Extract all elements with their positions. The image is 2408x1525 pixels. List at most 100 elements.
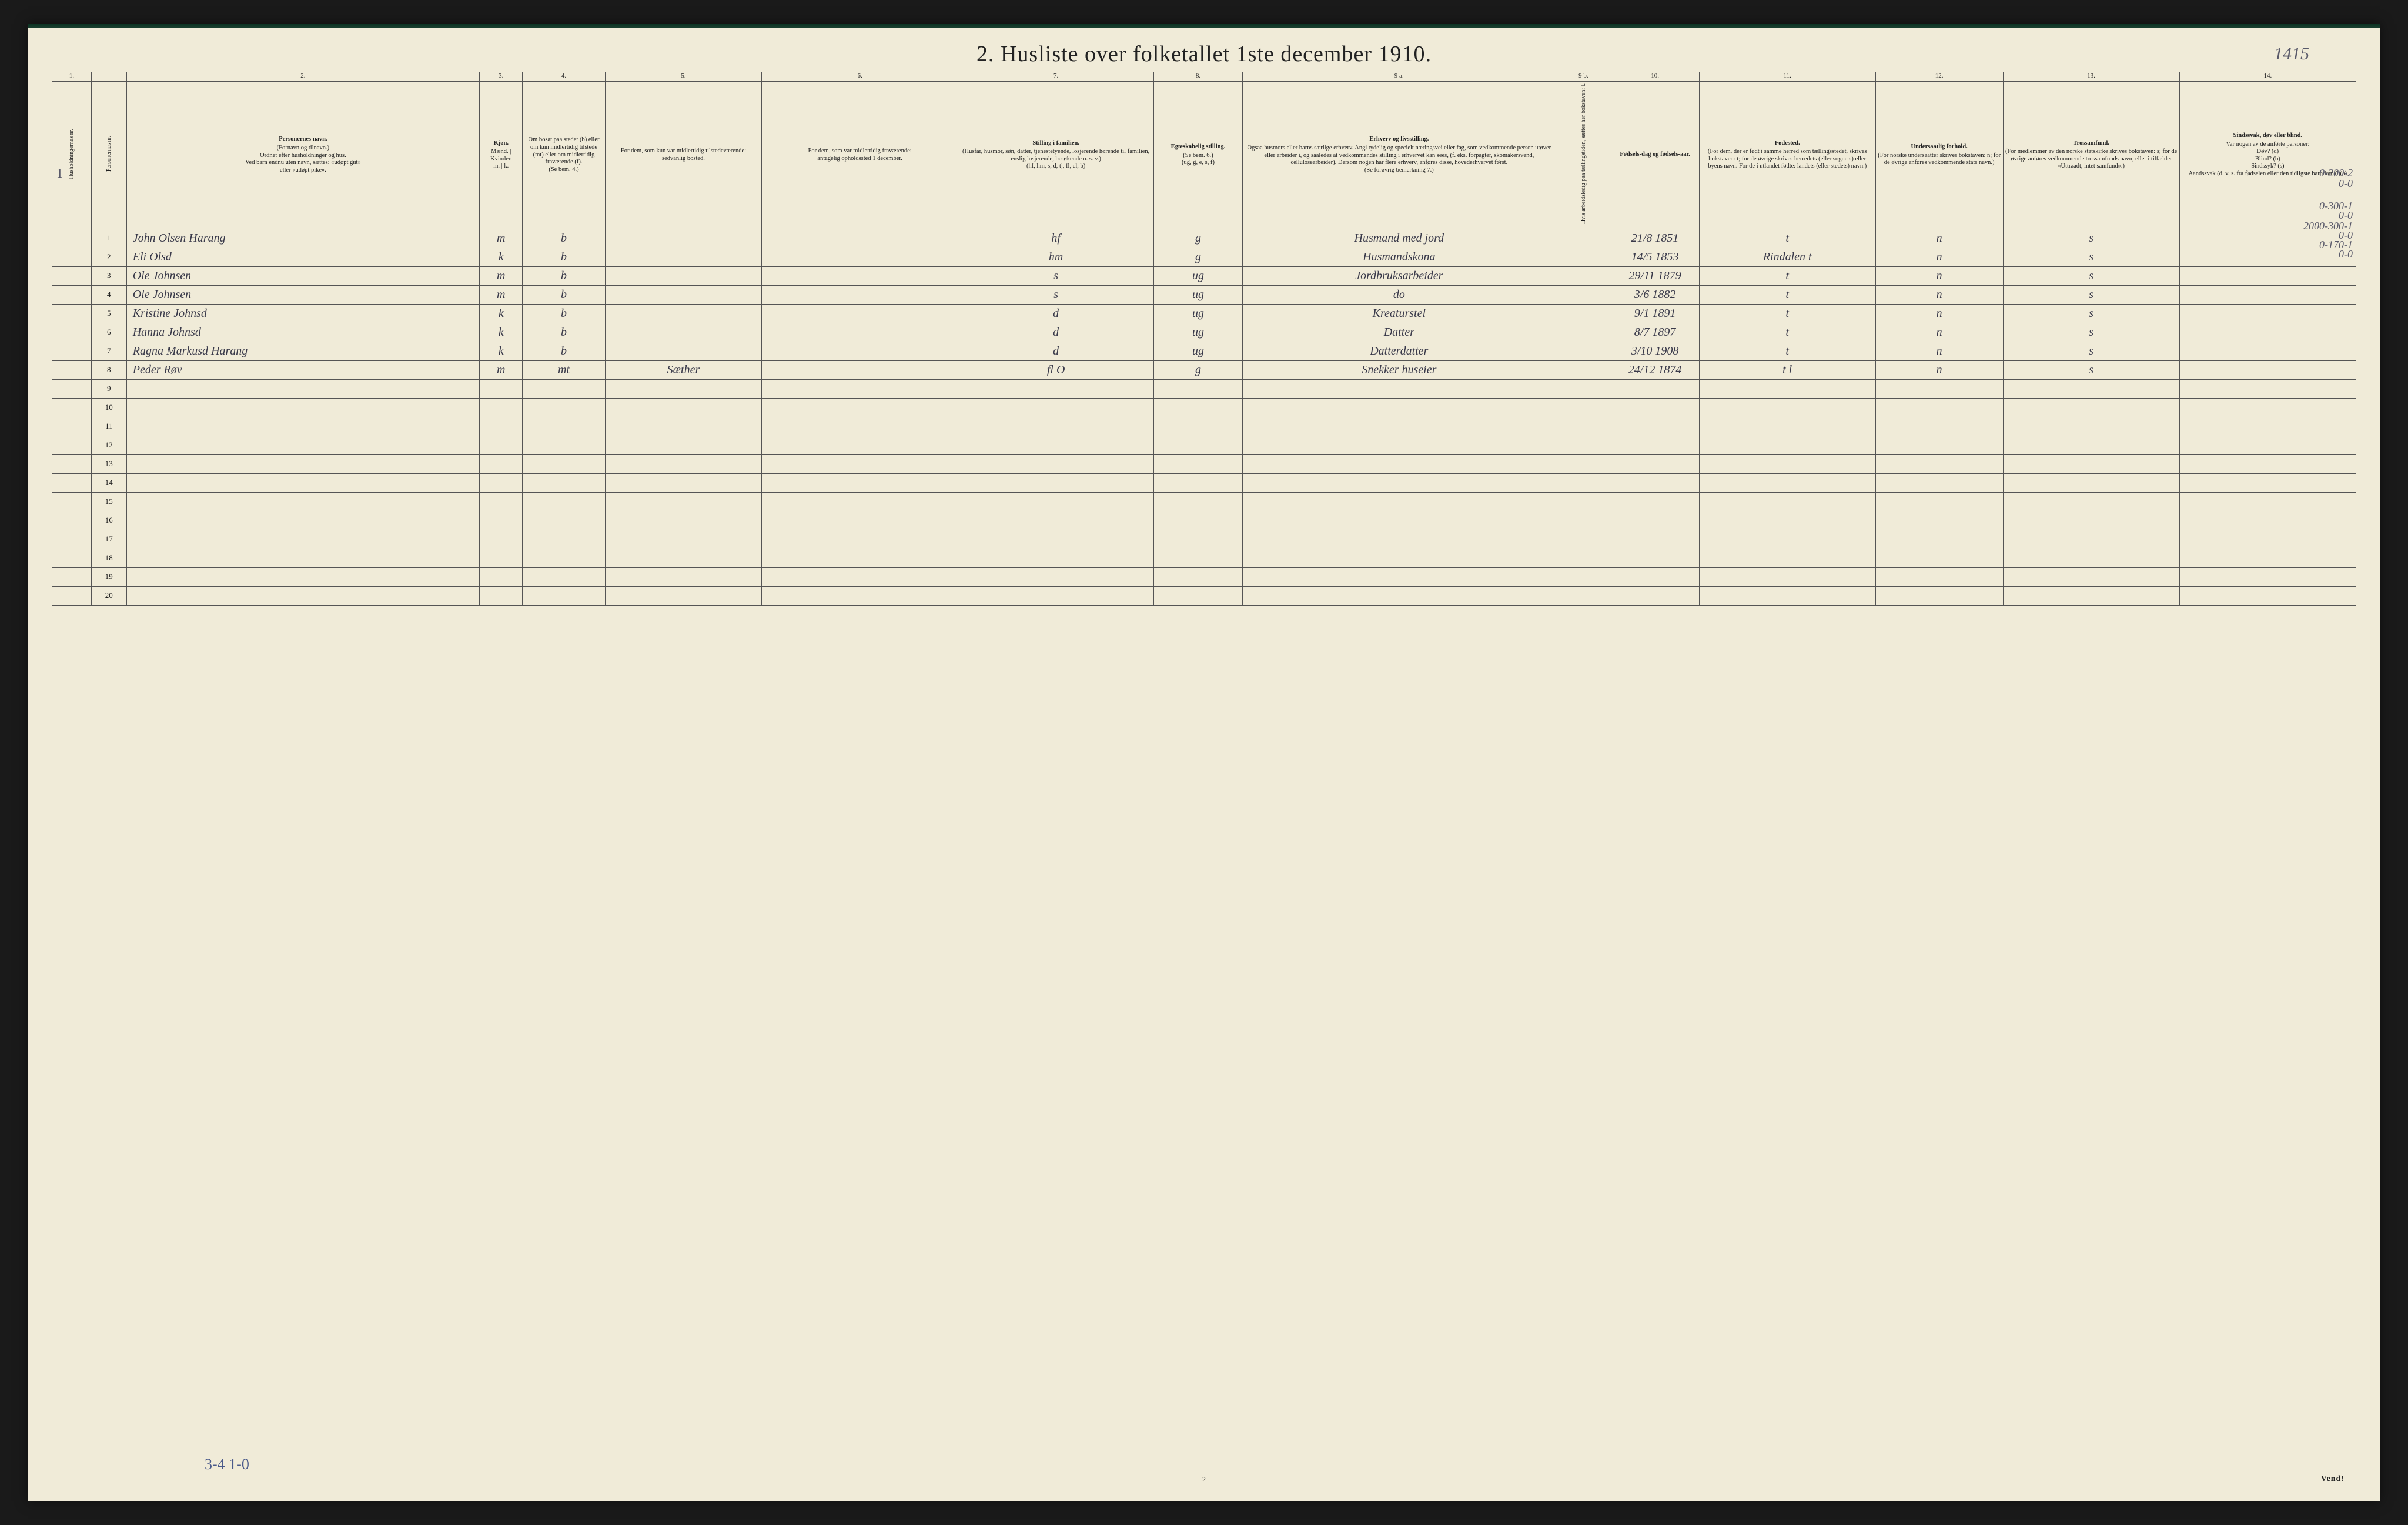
cell-arb <box>1556 266 1611 285</box>
cell-empty <box>1154 454 1242 473</box>
cell-tro: s <box>2003 360 2179 379</box>
cell-fsted: t <box>1699 323 1875 342</box>
cell-empty <box>1154 473 1242 492</box>
cell-erhverv: Datter <box>1242 323 1556 342</box>
col-header: Fødsels-dag og fødsels-aar. <box>1611 82 1699 229</box>
cell-mk: k <box>480 248 523 266</box>
cell-stilling: fl O <box>958 360 1154 379</box>
table-row-empty: 14 <box>52 473 2356 492</box>
cell-fdato: 3/10 1908 <box>1611 342 1699 360</box>
cell-empty <box>2003 379 2179 398</box>
cell-fr <box>762 248 958 266</box>
cell-empty <box>480 567 523 586</box>
cell-empty <box>1611 492 1699 511</box>
col-number: 5. <box>605 72 762 82</box>
cell-empty: 14 <box>91 473 126 492</box>
cell-empty <box>605 436 762 454</box>
cell-empty <box>1611 567 1699 586</box>
col-number: 1. <box>52 72 92 82</box>
cell-name: Peder Røv <box>126 360 479 379</box>
cell-empty <box>523 398 605 417</box>
cell-empty <box>2179 549 2356 567</box>
cell-empty <box>958 567 1154 586</box>
cell-mk: m <box>480 360 523 379</box>
cell-empty <box>958 454 1154 473</box>
cell-empty <box>523 567 605 586</box>
cell-pnr: 2 <box>91 248 126 266</box>
cell-empty <box>126 473 479 492</box>
cell-mt <box>605 266 762 285</box>
cell-empty <box>762 473 958 492</box>
cell-hnr <box>52 266 92 285</box>
cell-empty <box>52 379 92 398</box>
cell-name: Ole Johnsen <box>126 285 479 304</box>
cell-empty <box>126 530 479 549</box>
cell-fdato: 21/8 1851 <box>1611 229 1699 248</box>
cell-empty <box>605 530 762 549</box>
census-table: 1.2.3.4.5.6.7.8.9 a.9 b.10.11.12.13.14. … <box>52 72 2356 606</box>
cell-arb <box>1556 360 1611 379</box>
cell-empty <box>958 586 1154 605</box>
cell-empty <box>52 417 92 436</box>
cell-under: n <box>1875 342 2003 360</box>
cell-fdato: 9/1 1891 <box>1611 304 1699 323</box>
cell-empty <box>1556 454 1611 473</box>
cell-erhverv: Husmandskona <box>1242 248 1556 266</box>
cell-empty <box>2179 454 2356 473</box>
col-number: 6. <box>762 72 958 82</box>
cell-empty <box>523 454 605 473</box>
cell-mk: m <box>480 229 523 248</box>
cell-empty <box>52 511 92 530</box>
cell-tro: s <box>2003 248 2179 266</box>
table-row-empty: 12 <box>52 436 2356 454</box>
cell-empty <box>1699 586 1875 605</box>
cell-empty <box>1611 549 1699 567</box>
col-header: Fødested.(For dem, der er født i samme h… <box>1699 82 1875 229</box>
cell-arb <box>1556 342 1611 360</box>
cell-empty <box>1875 549 2003 567</box>
cell-erhverv: Kreaturstel <box>1242 304 1556 323</box>
cell-empty <box>1242 586 1556 605</box>
cell-empty <box>480 379 523 398</box>
table-row-empty: 15 <box>52 492 2356 511</box>
cell-empty <box>762 586 958 605</box>
cell-erhverv: Datterdatter <box>1242 342 1556 360</box>
cell-arb <box>1556 229 1611 248</box>
bottom-annotation: 3-4 1-0 <box>205 1456 249 1473</box>
cell-empty <box>1556 398 1611 417</box>
table-row: 8Peder RøvmmtSætherfl OgSnekker huseier2… <box>52 360 2356 379</box>
cell-empty <box>126 492 479 511</box>
cell-empty <box>1875 417 2003 436</box>
cell-empty <box>2003 549 2179 567</box>
cell-hnr <box>52 360 92 379</box>
cell-egte: ug <box>1154 342 1242 360</box>
cell-empty <box>1242 549 1556 567</box>
cell-empty <box>1154 549 1242 567</box>
cell-empty <box>1242 398 1556 417</box>
col-number: 12. <box>1875 72 2003 82</box>
cell-name: Ole Johnsen <box>126 266 479 285</box>
cell-mk: k <box>480 342 523 360</box>
cell-empty <box>1875 436 2003 454</box>
cell-arb <box>1556 323 1611 342</box>
col-number: 14. <box>2179 72 2356 82</box>
cell-empty <box>1875 492 2003 511</box>
cell-empty <box>2179 436 2356 454</box>
col-header: Kjøn.Mænd. | Kvinder. m. | k. <box>480 82 523 229</box>
cell-fr <box>762 360 958 379</box>
cell-empty <box>762 492 958 511</box>
cell-pnr: 3 <box>91 266 126 285</box>
cell-empty <box>52 586 92 605</box>
cell-name: John Olsen Harang <box>126 229 479 248</box>
cell-empty <box>1611 398 1699 417</box>
table-row-empty: 10 <box>52 398 2356 417</box>
cell-stilling: s <box>958 285 1154 304</box>
cell-empty <box>958 379 1154 398</box>
cell-empty <box>2003 398 2179 417</box>
cell-stilling: d <box>958 304 1154 323</box>
cell-fr <box>762 304 958 323</box>
cell-empty <box>2179 473 2356 492</box>
cell-erhverv: Snekker huseier <box>1242 360 1556 379</box>
cell-empty <box>2003 417 2179 436</box>
cell-empty <box>1699 436 1875 454</box>
